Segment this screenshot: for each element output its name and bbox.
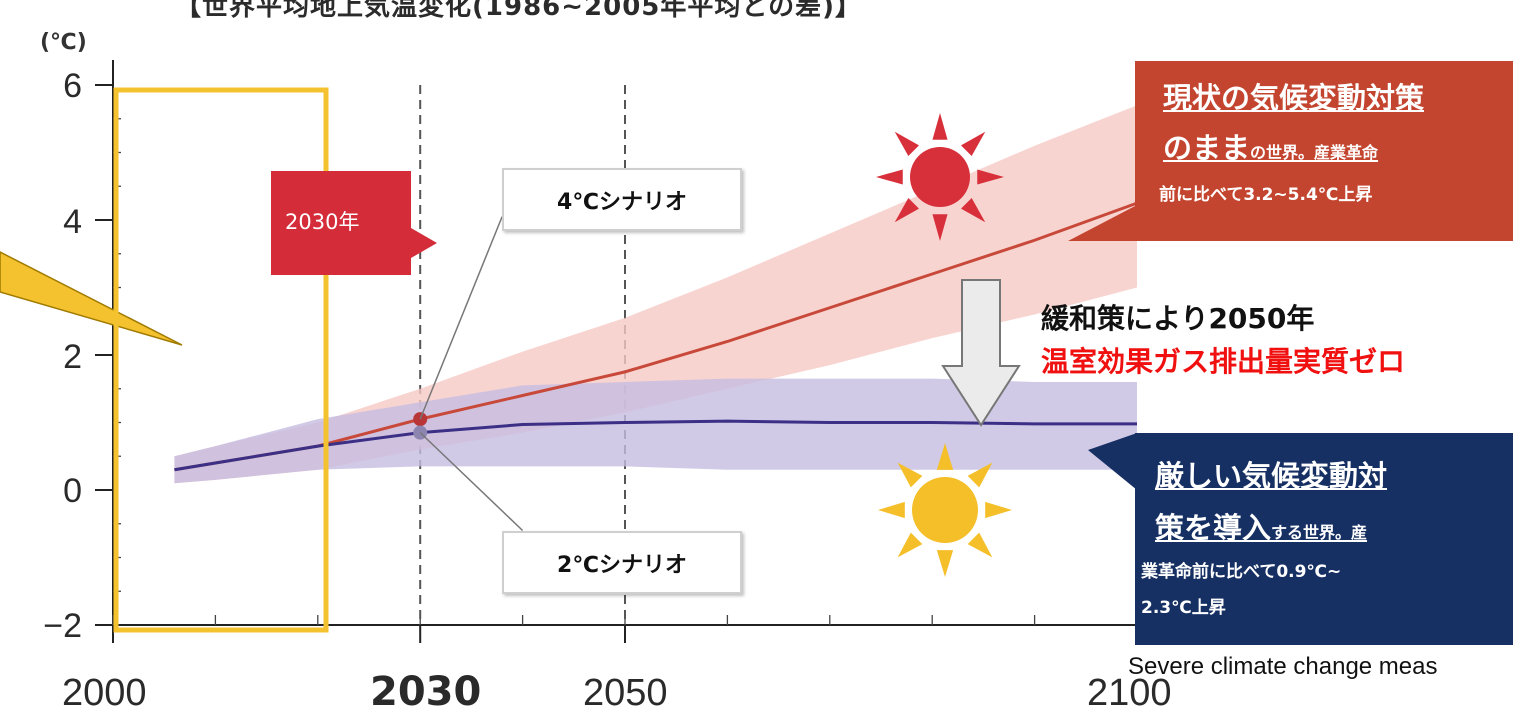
x-tick-label-2050: 2050 (583, 672, 668, 714)
strict-policy-pointer (1088, 433, 1137, 490)
sun-red-icon (876, 113, 1004, 241)
year-flag (271, 171, 411, 275)
x-tick-label-2030: 2030 (370, 669, 482, 715)
strict-policy-callout: 厳しい気候変動対 策を導入する世界。産 業革命前に比べて0.9℃~ 2.3℃上昇 (1135, 433, 1513, 645)
y-tick-label-4: 4 (63, 203, 82, 241)
highlight-box (113, 87, 329, 633)
scenario-4c-label: 4℃シナリオ (502, 168, 742, 231)
series-line-2 (174, 419, 1137, 472)
leader-2c (419, 432, 524, 532)
y-tick-label-6: 6 (63, 67, 82, 105)
year-flag-pointer (411, 228, 437, 258)
sun-yellow-icon (878, 443, 1012, 577)
current-policy-pointer (1068, 205, 1137, 241)
mitigation-text-line2: 温室効果ガス排出量実質ゼロ (1041, 345, 1406, 378)
x-tick-label-2100: 2100 (1087, 672, 1172, 714)
current-policy-line2-tail: の世界。産業革命 (1250, 143, 1379, 162)
current-policy-callout: 現状の気候変動対策 のままの世界。産業革命 前に比べて3.2~5.4℃上昇 (1135, 61, 1513, 241)
strict-policy-line2: 策を導入する世界。産 (1155, 505, 1367, 547)
strict-policy-line4: 2.3℃上昇 (1141, 598, 1226, 618)
chart-title: 【世界平均地上気温変化(1986~2005年平均との差)】 (175, 0, 863, 22)
y-axis-unit-label: (℃) (40, 30, 87, 55)
mitigation-text-line1: 緩和策により2050年 (1041, 302, 1315, 335)
strict-policy-line2-tail: する世界。産 (1271, 523, 1368, 542)
caption-text: Severe climate change meas (1128, 653, 1438, 680)
current-policy-line2-main: のまま (1163, 131, 1251, 165)
current-policy-line2: のままの世界。産業革命 (1163, 125, 1378, 167)
y-tick-label-0: 0 (63, 472, 82, 510)
y-tick-label-minus2-value: 2 (63, 607, 82, 645)
scenario-2c-label: 2℃シナリオ (502, 531, 742, 594)
year-flag-label: 2030年 (285, 210, 360, 234)
leader-4c (419, 216, 503, 420)
down-arrow-icon (941, 279, 1021, 427)
current-policy-line3: 前に比べて3.2~5.4℃上昇 (1159, 185, 1373, 205)
y-tick-label-minus2: −2 (43, 607, 82, 645)
strict-policy-line2-main: 策を導入 (1155, 511, 1272, 545)
current-policy-line1: 現状の気候変動対策 (1163, 81, 1425, 115)
x-tick-label-2000: 2000 (62, 672, 147, 714)
highlight-callout-pointer (0, 251, 183, 346)
y-tick-label-2: 2 (63, 338, 82, 376)
strict-policy-line3: 業革命前に比べて0.9℃~ (1141, 562, 1342, 582)
strict-policy-line1: 厳しい気候変動対 (1155, 459, 1388, 493)
series-band-2 (174, 378, 1137, 484)
